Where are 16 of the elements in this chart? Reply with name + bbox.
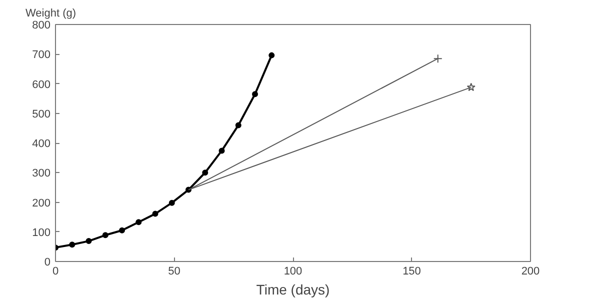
y-tick-label: 500: [32, 108, 51, 120]
y-tick-label: 0: [44, 256, 51, 268]
x-tick-label: 200: [521, 266, 540, 278]
x-axis-title: Time (days): [256, 282, 330, 298]
x-tick-label: 150: [402, 266, 421, 278]
y-tick-label: 600: [32, 78, 51, 91]
y-tick-label: 100: [32, 226, 51, 239]
y-tick-label: 400: [32, 138, 51, 150]
y-axis-title: Weight (g): [26, 8, 76, 20]
x-tick-label: 100: [284, 266, 302, 278]
x-tick-label: 50: [168, 266, 180, 278]
y-tick-label: 800: [32, 20, 51, 32]
x-tick-label: 0: [52, 266, 59, 278]
y-tick-label: 200: [32, 197, 51, 210]
y-tick-label: 700: [32, 49, 51, 62]
y-tick-label: 300: [32, 168, 51, 180]
